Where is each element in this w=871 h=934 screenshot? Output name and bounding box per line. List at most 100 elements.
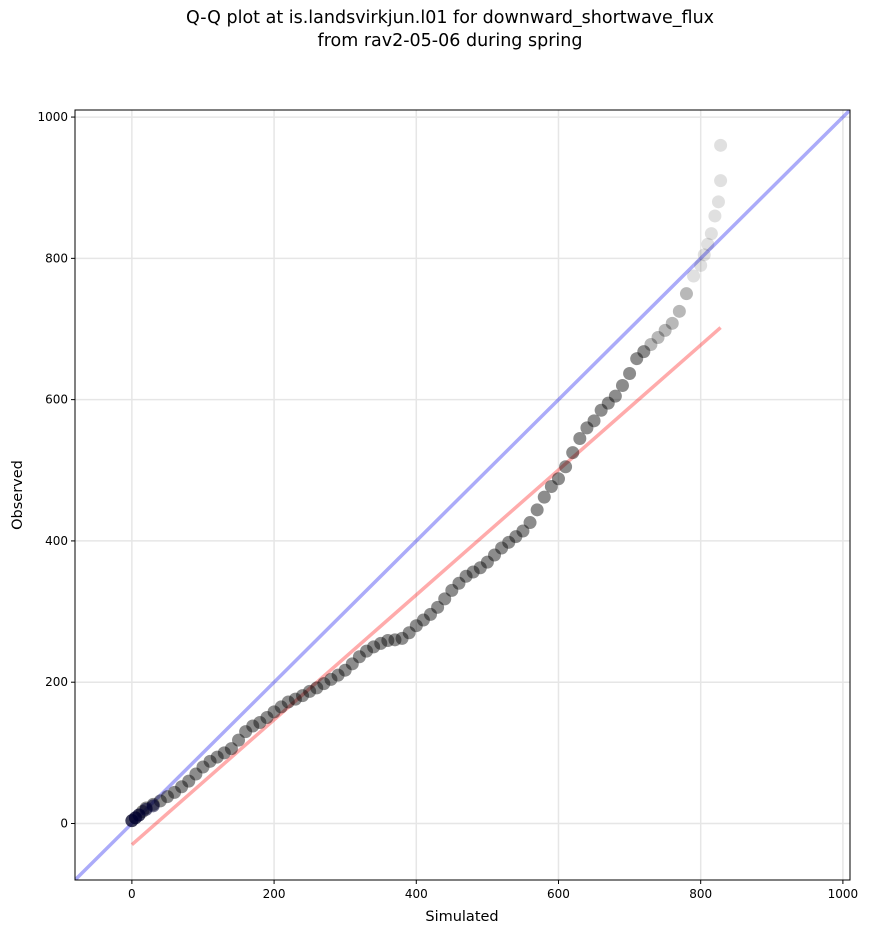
plot-frame (74, 109, 851, 881)
y-tick-label: 200 (45, 675, 68, 689)
data-point (388, 633, 402, 647)
y-axis-ticks: 0 200 400 600 800 1000 (37, 110, 75, 830)
data-point (210, 750, 224, 764)
data-point (402, 626, 416, 640)
data-point (331, 668, 345, 682)
x-tick-label: 0 (128, 887, 136, 901)
y-tick-label: 800 (45, 251, 68, 265)
data-point (345, 657, 359, 671)
data-point (424, 607, 438, 621)
data-point (303, 684, 317, 698)
chart-title-line-1: Q-Q plot at is.landsvirkjun.l01 for down… (185, 8, 715, 28)
data-point (296, 689, 310, 703)
data-point (665, 316, 679, 330)
data-point (431, 600, 445, 614)
y-tick-label: 600 (45, 393, 68, 407)
data-point (438, 592, 452, 606)
data-point (630, 352, 644, 366)
data-point (566, 446, 580, 460)
chart-title-line-2: from rav2-05-06 during spring (317, 31, 583, 51)
data-point (310, 681, 324, 695)
data-point (274, 700, 288, 714)
data-point (551, 472, 565, 486)
data-point (232, 733, 246, 747)
x-tick-label: 1000 (828, 887, 859, 901)
data-point (644, 338, 658, 352)
data-point (615, 379, 629, 393)
data-point (573, 431, 587, 445)
data-point (679, 287, 693, 301)
data-point (559, 460, 573, 474)
data-point (338, 663, 352, 677)
data-point (189, 767, 203, 781)
data-point (246, 719, 260, 733)
data-point (651, 330, 665, 344)
data-point (267, 705, 281, 719)
data-point (239, 725, 253, 739)
y-tick-label: 1000 (37, 110, 68, 124)
data-point (203, 754, 217, 768)
data-point (374, 636, 388, 650)
data-point (381, 634, 395, 648)
data-point (224, 742, 238, 756)
x-axis-ticks: 0 200 400 600 800 1000 (128, 880, 858, 901)
data-point (182, 774, 196, 788)
data-point (416, 613, 430, 627)
data-point (601, 396, 615, 410)
data-point (544, 480, 558, 494)
data-point (160, 790, 174, 804)
data-point (708, 209, 722, 223)
y-axis-label: Observed (10, 460, 26, 530)
chart-title: Q-Q plot at is.landsvirkjun.l01 for down… (0, 7, 871, 53)
x-tick-label: 200 (263, 887, 286, 901)
data-point (324, 672, 338, 686)
x-tick-label: 600 (547, 887, 570, 901)
data-point (587, 414, 601, 428)
data-point (687, 269, 701, 283)
x-tick-label: 400 (405, 887, 428, 901)
data-points (125, 138, 728, 828)
data-point (260, 711, 274, 725)
data-point (495, 541, 509, 555)
data-point (360, 644, 374, 658)
data-point (594, 403, 608, 417)
data-point (697, 248, 711, 262)
data-point (459, 569, 473, 583)
data-point (580, 421, 594, 435)
data-point (637, 345, 651, 359)
data-point (409, 619, 423, 633)
data-point (537, 490, 551, 504)
data-point (714, 138, 728, 152)
data-point (516, 524, 530, 538)
data-point (623, 366, 637, 380)
data-point (658, 323, 672, 337)
data-point (608, 389, 622, 403)
data-point (466, 565, 480, 579)
data-point (395, 631, 409, 645)
data-point (530, 503, 544, 517)
y-tick-label: 400 (45, 534, 68, 548)
data-point (217, 746, 231, 760)
data-point (714, 174, 728, 188)
data-point (288, 692, 302, 706)
data-point (452, 576, 466, 590)
x-axis-label: Simulated (425, 909, 498, 925)
data-point (672, 304, 686, 318)
data-point (317, 677, 331, 691)
data-point (175, 780, 189, 794)
data-point (281, 695, 295, 709)
y-tick-label: 0 (60, 816, 68, 830)
data-point (352, 650, 366, 664)
data-point (509, 530, 523, 544)
data-point (367, 640, 381, 654)
data-point (445, 583, 459, 597)
data-point-origin (146, 799, 160, 813)
x-tick-label: 800 (689, 887, 712, 901)
data-point (168, 785, 182, 799)
data-point (502, 535, 516, 549)
data-point (253, 715, 267, 729)
data-point (196, 760, 210, 774)
fit-line (130, 326, 722, 846)
grid-lines (75, 110, 850, 880)
